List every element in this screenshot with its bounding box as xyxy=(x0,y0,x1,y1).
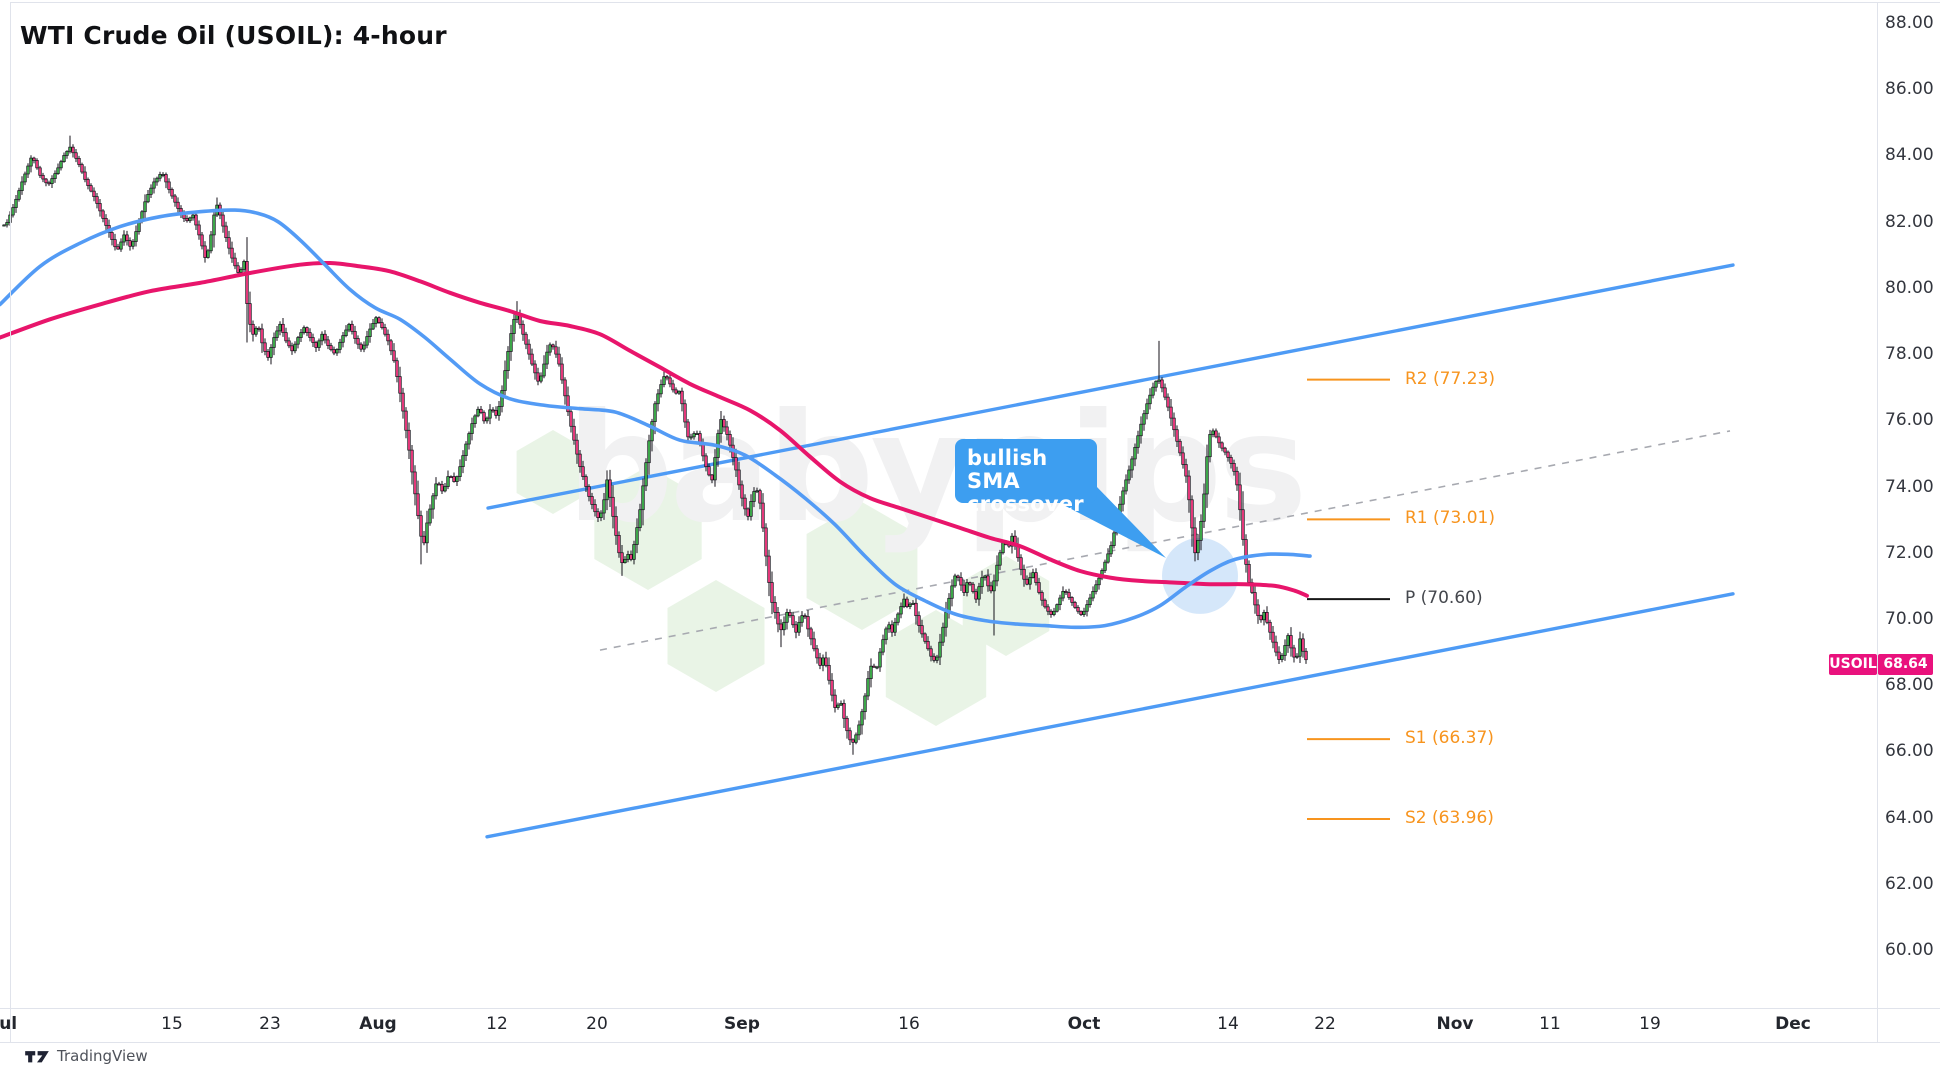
babypips-watermark: babypips xyxy=(516,382,1308,726)
time-tick-label-19: 19 xyxy=(1639,1014,1661,1034)
channel-lower-line[interactable] xyxy=(485,592,1735,839)
symbol-price-badge-symbol: USOIL xyxy=(1829,653,1877,675)
symbol-price-badge-value: 68.64 xyxy=(1878,653,1933,675)
pivot-label-S2[interactable]: S2 (63.96) xyxy=(1405,807,1494,828)
price-tick-label: 88.00 xyxy=(1885,13,1934,33)
chart-bottom-border xyxy=(0,1042,1940,1043)
time-tick-label-Jul: Jul xyxy=(0,1014,18,1034)
pane-left-border xyxy=(10,2,11,1042)
time-tick-label-14: 14 xyxy=(1217,1014,1239,1034)
plot-area: babypips xyxy=(0,135,1735,839)
tradingview-brand-text: TradingView xyxy=(57,1047,148,1065)
price-tick-label: 62.00 xyxy=(1885,873,1934,894)
price-tick-label: 74.00 xyxy=(1885,476,1934,497)
tradingview-attribution[interactable]: TradingView xyxy=(24,1047,148,1065)
channel-upper-line[interactable] xyxy=(486,263,1735,510)
pivot-label-P[interactable]: P (70.60) xyxy=(1405,588,1483,609)
price-tick-label: 64.00 xyxy=(1885,807,1934,828)
time-tick-label-Aug: Aug xyxy=(359,1014,397,1034)
price-tick-label: 60.00 xyxy=(1885,940,1934,961)
time-tick-label-23: 23 xyxy=(259,1014,281,1034)
time-tick-label-20: 20 xyxy=(586,1014,608,1034)
callout-line2: crossover xyxy=(967,492,1084,516)
price-axis[interactable]: 88.00 86.00 84.00 82.00 80.00 78.00 76.00 74.00… xyxy=(1877,2,1940,1042)
tradingview-logo-icon xyxy=(25,1050,49,1062)
time-tick-label-11: 11 xyxy=(1539,1014,1561,1034)
pivot-level-lines xyxy=(1307,378,1390,820)
price-tick-label: 82.00 xyxy=(1885,211,1934,232)
watermark-text: babypips xyxy=(566,382,1303,556)
pivot-label-S1[interactable]: S1 (66.37) xyxy=(1405,728,1494,749)
time-axis[interactable]: Jul 15 23 Aug 12 20 Sep 16 Oct 14 22 Nov 11 19 Dec xyxy=(0,1008,1877,1042)
time-tick-label-15: 15 xyxy=(161,1014,183,1034)
price-tick-label: 70.00 xyxy=(1885,608,1934,629)
price-tick-label: 72.00 xyxy=(1885,542,1934,563)
time-axis-separator xyxy=(0,1008,1940,1009)
price-tick-label: 80.00 xyxy=(1885,277,1934,298)
pivot-label-R1[interactable]: R1 (73.01) xyxy=(1405,508,1495,529)
callout-tail xyxy=(1050,486,1166,558)
callout-line1: bullish SMA xyxy=(967,446,1048,493)
time-tick-label-Oct: Oct xyxy=(1067,1014,1101,1034)
chart-title: WTI Crude Oil (USOIL): 4-hour xyxy=(20,21,447,50)
time-tick-label-Sep: Sep xyxy=(724,1014,760,1034)
bullish-sma-crossover-callout[interactable]: bullish SMA crossover xyxy=(955,439,1097,516)
price-tick-label: 78.00 xyxy=(1885,344,1934,365)
time-tick-label-22: 22 xyxy=(1314,1014,1336,1034)
price-tick-label: 84.00 xyxy=(1885,145,1934,166)
pane-top-border xyxy=(10,2,1940,3)
price-axis-line xyxy=(1877,2,1878,1042)
price-tick-label: 68.00 xyxy=(1885,675,1934,696)
time-tick-label-Nov: Nov xyxy=(1436,1014,1474,1034)
time-tick-label-16: 16 xyxy=(898,1014,920,1034)
time-tick-label-12: 12 xyxy=(486,1014,508,1034)
candlesticks[interactable] xyxy=(2,135,1308,755)
price-tick-label: 86.00 xyxy=(1885,79,1934,100)
sma-fast-blue-line[interactable] xyxy=(0,208,1312,630)
price-tick-label: 76.00 xyxy=(1885,410,1934,431)
time-tick-label-Dec: Dec xyxy=(1775,1014,1811,1034)
price-tick-label: 66.00 xyxy=(1885,741,1934,762)
channel-mid-dashed-line[interactable] xyxy=(599,430,1731,651)
pivot-label-R2[interactable]: R2 (77.23) xyxy=(1405,368,1495,389)
